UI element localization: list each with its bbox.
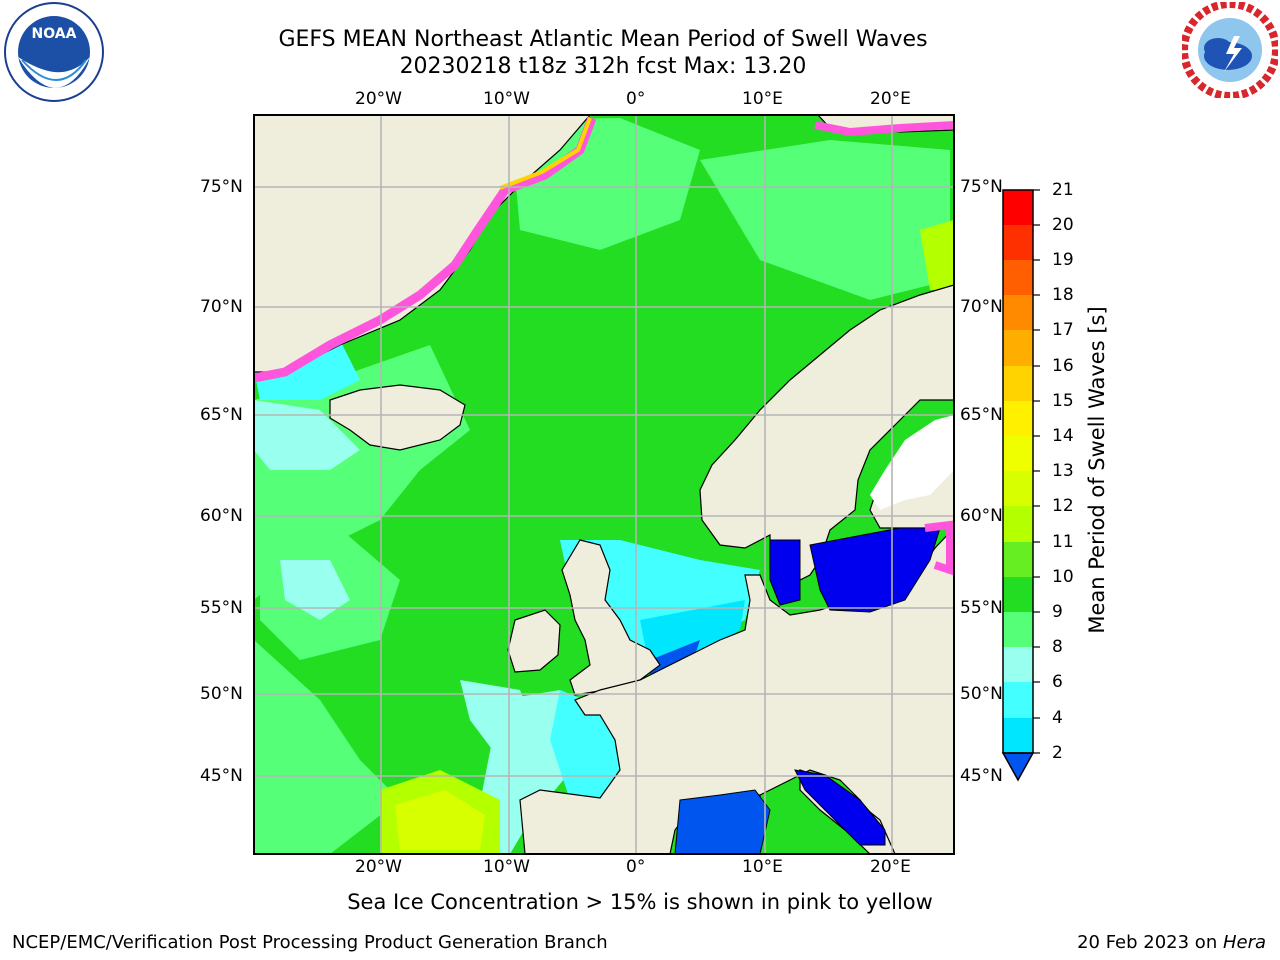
chart-subtitle: 20230218 t18z 312h fcst Max: 13.20: [399, 54, 807, 79]
lat-label-left-55n: 55°N: [200, 598, 243, 618]
swell-period-patch: [700, 140, 950, 300]
nws-logo-icon: [1182, 2, 1278, 98]
swell-period-patch: [280, 560, 350, 620]
colorbar-bin: [1003, 647, 1033, 682]
lon-label-bottom-10e: 10°E: [742, 857, 783, 877]
sea-ice-edge: [254, 116, 954, 576]
swell-period-patch: [395, 790, 485, 850]
colorbar-bin: [1003, 577, 1033, 612]
swell-period-patch: [254, 400, 360, 470]
colorbar-bin: [1003, 190, 1033, 225]
lon-label-bottom-0: 0°: [626, 857, 646, 877]
baltic-sea: [769, 539, 801, 606]
colorbar-tick-label: 4: [1052, 708, 1063, 728]
swell-period-patch: [460, 680, 540, 760]
colorbar-tick-label: 19: [1052, 250, 1074, 270]
map-frame: [253, 114, 955, 855]
swell-period-patch: [920, 220, 954, 290]
map-plot-area: [254, 115, 954, 854]
adriatic-sea: [794, 769, 886, 846]
chart-title: GEFS MEAN Northeast Atlantic Mean Period…: [278, 27, 928, 52]
colorbar-tick-label: 8: [1052, 637, 1063, 657]
footer-host: Hera: [1222, 932, 1266, 953]
lon-label-bottom-20w: 20°W: [355, 857, 402, 877]
colorbar-tick-label: 17: [1052, 320, 1074, 340]
lon-label-bottom-10w: 10°W: [483, 857, 530, 877]
lon-label-top-0: 0°: [626, 89, 646, 109]
sea-ice-edge-svalbard: [814, 121, 954, 137]
colorbar-tick-label: 16: [1052, 356, 1074, 376]
colorbar-bin: [1003, 260, 1033, 295]
colorbar-title: Mean Period of Swell Waves [s]: [1085, 306, 1109, 634]
sea-ice-edge-baltic: [924, 520, 954, 576]
colorbar-tick-label: 11: [1052, 532, 1074, 552]
footer-date: 20 Feb 2023 on Hera: [1077, 932, 1266, 953]
colorbar-bin: [1003, 401, 1033, 436]
colorbar-tick-label: 2: [1052, 743, 1063, 763]
lat-label-left-50n: 50°N: [200, 684, 243, 704]
colorbar: [1001, 189, 1040, 782]
noaa-logo-icon: NOAA: [4, 2, 104, 102]
colorbar-tick-label: 15: [1052, 391, 1074, 411]
lat-label-left-65n: 65°N: [200, 405, 243, 425]
colorbar-tick-label: 10: [1052, 567, 1074, 587]
gulf-of-bothnia: [870, 415, 954, 510]
lat-label-left-70n: 70°N: [200, 297, 243, 317]
colorbar-tick-label: 13: [1052, 461, 1074, 481]
lat-label-right-65n: 65°N: [960, 405, 1003, 425]
colorbar-bin: [1003, 295, 1033, 330]
colorbar-bin: [1003, 471, 1033, 506]
colorbar-bin: [1003, 682, 1033, 718]
iceland-land: [329, 384, 466, 451]
swell-period-patch: [254, 340, 360, 400]
colorbar-bin: [1003, 612, 1033, 647]
sea-ice-edge-greenland: [254, 116, 597, 383]
colorbar-bin: [1003, 436, 1033, 471]
baltic-sea: [809, 527, 941, 613]
lon-label-bottom-20e: 20°E: [870, 857, 911, 877]
lat-label-right-75n: 75°N: [960, 177, 1003, 197]
lat-label-left-45n: 45°N: [200, 766, 243, 786]
colorbar-tick-label: 6: [1052, 672, 1063, 692]
colorbar-tick-label: 14: [1052, 426, 1074, 446]
lat-label-right-55n: 55°N: [960, 598, 1003, 618]
colorbar-tick-label: 9: [1052, 602, 1063, 622]
western-mediterranean: [674, 789, 771, 854]
colorbar-extend-arrow: [1001, 752, 1035, 782]
lat-label-right-50n: 50°N: [960, 684, 1003, 704]
colorbar-tick-label: 12: [1052, 496, 1074, 516]
lat-label-left-75n: 75°N: [200, 177, 243, 197]
footer-date-text: 20 Feb 2023 on: [1077, 932, 1223, 953]
lon-label-top-10e: 10°E: [742, 89, 783, 109]
colorbar-tick-label: 21: [1052, 180, 1074, 200]
colorbar-bin: [1003, 506, 1033, 542]
colorbar-tick-label: 20: [1052, 215, 1074, 235]
lat-label-right-70n: 70°N: [960, 297, 1003, 317]
lon-label-top-20w: 20°W: [355, 89, 402, 109]
noaa-logo-text: NOAA: [32, 26, 77, 42]
lat-label-left-60n: 60°N: [200, 506, 243, 526]
lat-label-right-45n: 45°N: [960, 766, 1003, 786]
colorbar-bin: [1003, 330, 1033, 366]
colorbar-tick-label: 18: [1052, 285, 1074, 305]
colorbar-bin: [1003, 718, 1033, 753]
colorbar-bin: [1003, 542, 1033, 577]
footer-producer: NCEP/EMC/Verification Post Processing Pr…: [12, 932, 608, 953]
sea-ice-caption: Sea Ice Concentration > 15% is shown in …: [347, 890, 933, 914]
colorbar-bin: [1003, 225, 1033, 260]
colorbar-bin: [1003, 366, 1033, 401]
scandinavia-land: [699, 284, 954, 586]
swell-period-patch: [640, 600, 745, 670]
lat-label-right-60n: 60°N: [960, 506, 1003, 526]
sea-ice-edge-greenland-inner: [499, 117, 592, 190]
lon-label-top-20e: 20°E: [870, 89, 911, 109]
lon-label-top-10w: 10°W: [483, 89, 530, 109]
graticule: [254, 115, 954, 854]
